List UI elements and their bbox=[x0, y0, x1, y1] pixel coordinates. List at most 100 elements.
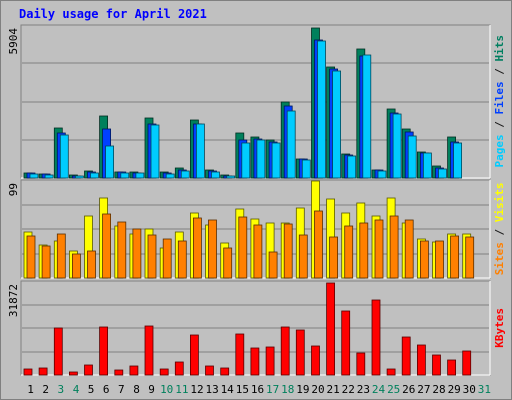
bar-pages-day-16 bbox=[256, 139, 266, 179]
axis-label: Pages / Files / Hits bbox=[493, 35, 506, 168]
x-tick-label: 7 bbox=[118, 383, 125, 396]
x-tick-label: 10 bbox=[160, 383, 173, 396]
x-tick-label: 31 bbox=[478, 383, 491, 396]
x-tick-label: 4 bbox=[73, 383, 80, 396]
bar-kbytes-day-12 bbox=[189, 334, 199, 376]
x-tick-label: 13 bbox=[205, 383, 218, 396]
x-tick-label: 25 bbox=[387, 383, 400, 396]
x-tick-label: 15 bbox=[236, 383, 249, 396]
bar-sites-day-14 bbox=[223, 247, 233, 279]
axis-label: KBytes bbox=[493, 308, 506, 348]
x-tick-label: 6 bbox=[103, 383, 110, 396]
y-max-label: 5904 bbox=[7, 28, 20, 55]
bar-pages-day-5 bbox=[90, 172, 99, 179]
x-tick-label: 12 bbox=[190, 383, 203, 396]
x-tick-label: 3 bbox=[57, 383, 64, 396]
bar-pages-day-1 bbox=[29, 173, 39, 179]
bar-kbytes-day-9 bbox=[144, 325, 154, 376]
bar-sites-day-28 bbox=[435, 240, 444, 279]
x-tick-label: 23 bbox=[357, 383, 370, 396]
axis-label-part: KBytes bbox=[493, 308, 506, 348]
x-tick-label: 2 bbox=[42, 383, 49, 396]
axis-label-part: Files bbox=[493, 81, 506, 114]
y-max-label: 99 bbox=[7, 183, 20, 196]
bar-sites-day-18 bbox=[283, 223, 293, 279]
x-tick-label: 24 bbox=[372, 383, 386, 396]
bar-pages-day-22 bbox=[347, 155, 357, 179]
sites-visits-panel: 99 Sites / Visits bbox=[7, 179, 506, 279]
bar-kbytes-day-21 bbox=[326, 282, 336, 376]
bar-kbytes-day-5 bbox=[84, 364, 93, 376]
bar-sites-day-30 bbox=[465, 236, 475, 279]
bar-sites-day-19 bbox=[298, 234, 308, 279]
bar-pages-day-2 bbox=[44, 174, 54, 179]
x-tick-label: 19 bbox=[296, 383, 309, 396]
bar-kbytes-day-6 bbox=[99, 326, 108, 376]
bar-pages-day-29 bbox=[453, 142, 463, 179]
bar-kbytes-day-7 bbox=[114, 369, 124, 376]
axis-label-part: Visits bbox=[493, 182, 506, 222]
bar-kbytes-day-29 bbox=[447, 359, 457, 376]
x-tick-label: 30 bbox=[463, 383, 476, 396]
bar-pages-day-9 bbox=[150, 124, 160, 179]
bar-kbytes-day-15 bbox=[235, 333, 245, 376]
bar-sites-day-13 bbox=[208, 219, 217, 279]
bar-kbytes-day-8 bbox=[129, 365, 139, 376]
bar-kbytes-day-4 bbox=[69, 371, 78, 376]
axis-label-part: Sites bbox=[493, 242, 506, 275]
x-tick-label: 11 bbox=[175, 383, 188, 396]
bar-pages-day-17 bbox=[271, 142, 281, 179]
bar-sites-day-17 bbox=[268, 251, 278, 279]
bar-pages-day-20 bbox=[317, 40, 326, 179]
bar-kbytes-day-18 bbox=[280, 326, 290, 376]
bar-kbytes-day-11 bbox=[174, 361, 184, 376]
y-max-label: 31872 bbox=[7, 284, 20, 317]
axis-label-part: / bbox=[493, 115, 506, 135]
bar-pages-day-14 bbox=[226, 175, 236, 179]
bar-sites-day-4 bbox=[72, 253, 81, 279]
bar-sites-day-1 bbox=[26, 235, 36, 279]
bar-sites-day-23 bbox=[359, 222, 369, 279]
bar-pages-day-27 bbox=[422, 152, 432, 179]
bar-kbytes-day-22 bbox=[341, 310, 351, 376]
bar-sites-day-21 bbox=[329, 236, 339, 279]
bar-sites-day-6 bbox=[102, 213, 111, 279]
axis-label-part: Pages bbox=[493, 134, 506, 167]
x-tick-label: 18 bbox=[281, 383, 294, 396]
bar-pages-day-15 bbox=[241, 142, 251, 179]
bar-kbytes-day-16 bbox=[250, 347, 260, 376]
bar-kbytes-day-19 bbox=[295, 329, 305, 376]
bar-sites-day-25 bbox=[389, 215, 399, 279]
bar-pages-day-23 bbox=[362, 54, 372, 179]
bar-pages-day-12 bbox=[195, 123, 205, 179]
x-tick-label: 1 bbox=[27, 383, 34, 396]
bar-pages-day-25 bbox=[392, 113, 402, 179]
x-tick-label: 29 bbox=[448, 383, 461, 396]
bar-sites-day-29 bbox=[450, 235, 460, 279]
bar-pages-day-6 bbox=[105, 145, 114, 179]
bar-kbytes-day-13 bbox=[205, 365, 214, 376]
bar-sites-day-8 bbox=[132, 228, 142, 279]
bar-sites-day-2 bbox=[41, 245, 51, 279]
bar-sites-day-26 bbox=[404, 219, 414, 279]
bar-pages-day-18 bbox=[286, 110, 296, 179]
bar-pages-day-21 bbox=[332, 70, 342, 179]
bar-sites-day-20 bbox=[314, 210, 323, 279]
bar-kbytes-day-25 bbox=[386, 368, 396, 376]
axis-label-part: / bbox=[493, 222, 506, 242]
bar-kbytes-day-1 bbox=[23, 368, 33, 376]
bar-sites-day-12 bbox=[192, 217, 202, 279]
bar-kbytes-day-14 bbox=[220, 367, 230, 376]
bar-sites-day-11 bbox=[177, 240, 187, 279]
bar-kbytes-day-10 bbox=[159, 368, 169, 376]
bar-sites-day-7 bbox=[117, 221, 127, 279]
bar-kbytes-day-17 bbox=[265, 346, 275, 376]
x-tick-label: 8 bbox=[133, 383, 140, 396]
x-tick-label: 28 bbox=[432, 383, 445, 396]
bar-pages-day-19 bbox=[301, 159, 311, 179]
bar-sites-day-5 bbox=[87, 250, 96, 279]
x-tick-label: 27 bbox=[417, 383, 430, 396]
bar-sites-day-16 bbox=[253, 224, 263, 279]
bar-sites-day-22 bbox=[344, 225, 354, 279]
